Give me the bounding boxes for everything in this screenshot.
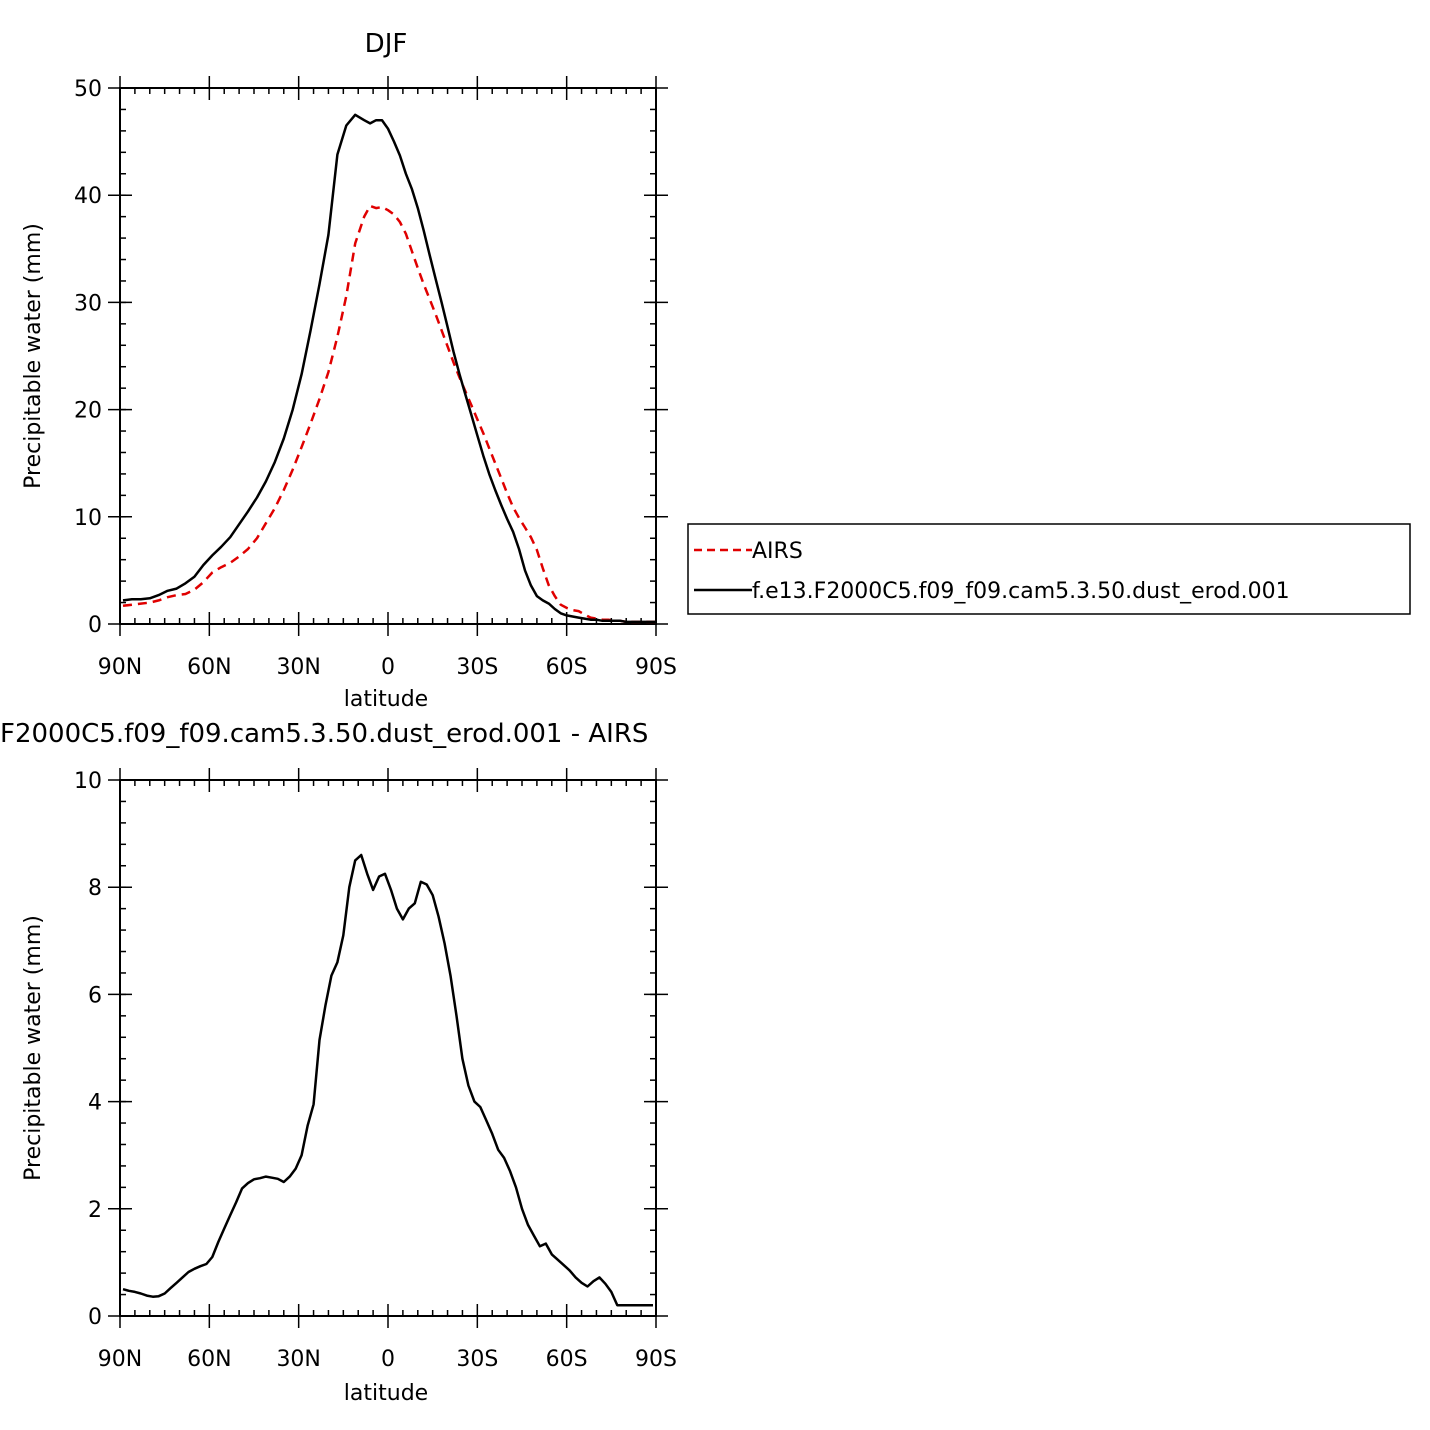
x-tick-label: 90N bbox=[98, 655, 142, 680]
panel-1-title: DJF bbox=[365, 29, 408, 59]
panel-1-ticks bbox=[108, 76, 668, 636]
series-line-model bbox=[122, 113, 656, 624]
panel-1: DJF 90N 60N 30N 0 30S 60S 90S 0 10 20 30 40 50 lati… bbox=[21, 29, 677, 712]
panel-2-plot-frame bbox=[119, 779, 657, 1317]
panel-2: F2000C5.f09_f09.cam5.3.50.dust_erod.001 … bbox=[0, 719, 677, 1406]
legend: AIRS f.e13.F2000C5.f09_f09.cam5.3.50.dus… bbox=[687, 523, 1411, 615]
panel-2-y-axis-label: Precipitable water (mm) bbox=[21, 915, 46, 1181]
y-tick-label: 0 bbox=[88, 613, 102, 638]
panel-2-series bbox=[122, 853, 653, 1307]
x-tick-label: 0 bbox=[381, 1347, 395, 1372]
y-tick-label: 0 bbox=[88, 1305, 102, 1330]
x-tick-label: 60N bbox=[187, 1347, 231, 1372]
y-tick-label: 50 bbox=[74, 77, 102, 102]
x-tick-label: 30N bbox=[276, 1347, 320, 1372]
panel-1-y-axis-label: Precipitable water (mm) bbox=[21, 223, 46, 489]
legend-label-airs: AIRS bbox=[752, 539, 803, 564]
y-tick-label: 40 bbox=[74, 184, 102, 209]
panel-2-y-tick-labels: 0 2 4 6 8 10 bbox=[74, 769, 102, 1330]
x-tick-label: 60S bbox=[546, 1347, 588, 1372]
y-tick-label: 6 bbox=[88, 983, 102, 1008]
x-tick-label: 30S bbox=[456, 655, 498, 680]
x-tick-label: 0 bbox=[381, 655, 395, 680]
y-tick-label: 20 bbox=[74, 399, 102, 424]
series-line-difference bbox=[122, 853, 653, 1307]
legend-box bbox=[687, 523, 1411, 615]
x-tick-label: 90S bbox=[635, 1347, 677, 1372]
y-tick-label: 4 bbox=[88, 1091, 102, 1116]
panel-1-x-tick-labels: 90N 60N 30N 0 30S 60S 90S bbox=[98, 655, 677, 680]
y-tick-label: 2 bbox=[88, 1198, 102, 1223]
panel-2-x-tick-labels: 90N 60N 30N 0 30S 60S 90S bbox=[98, 1347, 677, 1372]
x-tick-label: 30N bbox=[276, 655, 320, 680]
panel-1-x-axis-label: latitude bbox=[344, 687, 428, 712]
series-line-airs bbox=[122, 204, 656, 624]
panel-2-title: F2000C5.f09_f09.cam5.3.50.dust_erod.001 … bbox=[0, 719, 648, 749]
x-tick-label: 30S bbox=[456, 1347, 498, 1372]
panel-1-series bbox=[122, 113, 656, 624]
panel-2-ticks bbox=[108, 768, 668, 1328]
y-tick-label: 10 bbox=[74, 769, 102, 794]
y-tick-label: 8 bbox=[88, 876, 102, 901]
legend-label-model: f.e13.F2000C5.f09_f09.cam5.3.50.dust_ero… bbox=[752, 579, 1290, 604]
x-tick-label: 90S bbox=[635, 655, 677, 680]
y-tick-label: 10 bbox=[74, 506, 102, 531]
x-tick-label: 60S bbox=[546, 655, 588, 680]
panel-1-plot-frame bbox=[119, 87, 657, 625]
x-tick-label: 90N bbox=[98, 1347, 142, 1372]
panel-2-x-axis-label: latitude bbox=[344, 1381, 428, 1406]
y-tick-label: 30 bbox=[74, 291, 102, 316]
x-tick-label: 60N bbox=[187, 655, 231, 680]
panel-1-y-tick-labels: 0 10 20 30 40 50 bbox=[74, 77, 102, 638]
